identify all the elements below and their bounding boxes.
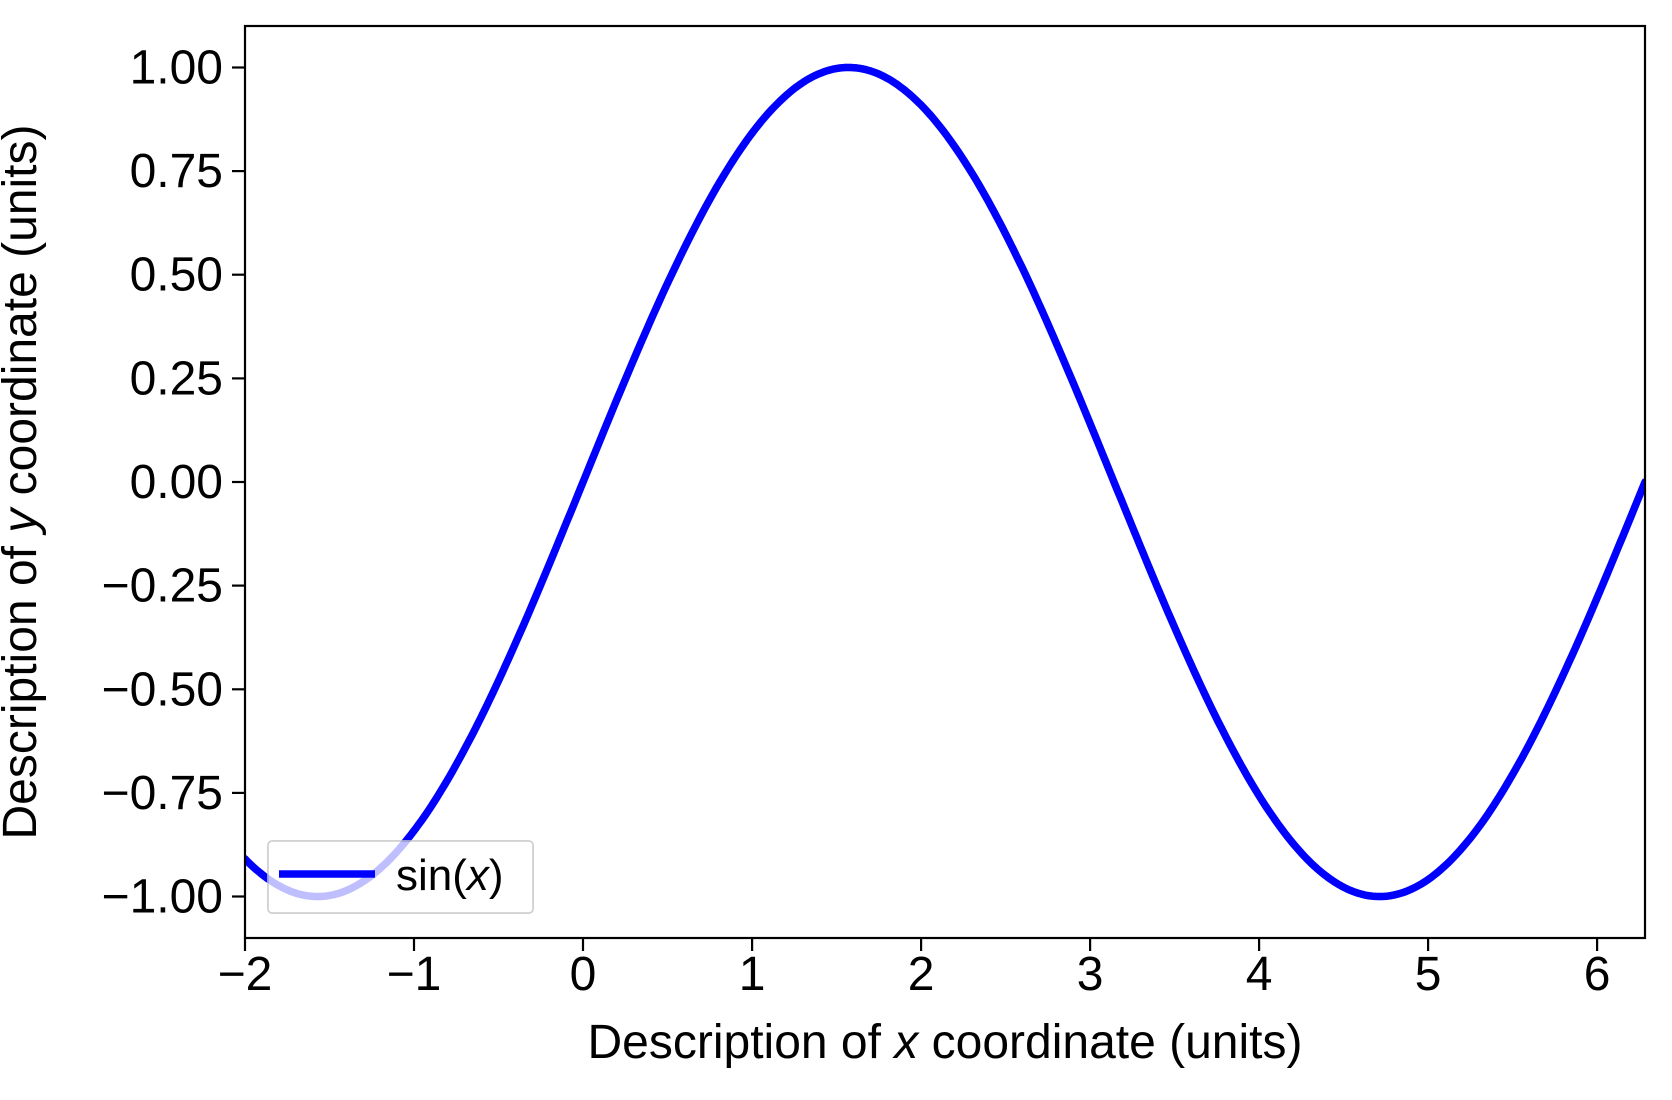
svg-text:2: 2 — [908, 948, 935, 1001]
svg-text:1: 1 — [739, 948, 766, 1001]
svg-text:−0.50: −0.50 — [102, 663, 223, 716]
svg-text:−2: −2 — [218, 948, 273, 1001]
svg-text:0.25: 0.25 — [130, 352, 223, 405]
svg-text:6: 6 — [1584, 948, 1611, 1001]
svg-text:0.00: 0.00 — [130, 456, 223, 509]
svg-text:−1.00: −1.00 — [102, 871, 223, 924]
svg-text:3: 3 — [1077, 948, 1104, 1001]
svg-text:0: 0 — [570, 948, 597, 1001]
svg-text:0.50: 0.50 — [130, 249, 223, 302]
svg-text:0.75: 0.75 — [130, 145, 223, 198]
svg-text:5: 5 — [1415, 948, 1442, 1001]
svg-text:−1: −1 — [387, 948, 442, 1001]
svg-text:sin(x): sin(x) — [396, 851, 504, 900]
svg-text:1.00: 1.00 — [130, 42, 223, 95]
svg-text:Description of y coordinate (u: Description of y coordinate (units) — [0, 125, 47, 840]
svg-text:4: 4 — [1246, 948, 1273, 1001]
svg-text:Description of x coordinate (u: Description of x coordinate (units) — [588, 1016, 1303, 1069]
svg-text:−0.75: −0.75 — [102, 767, 223, 820]
svg-text:−0.25: −0.25 — [102, 560, 223, 613]
